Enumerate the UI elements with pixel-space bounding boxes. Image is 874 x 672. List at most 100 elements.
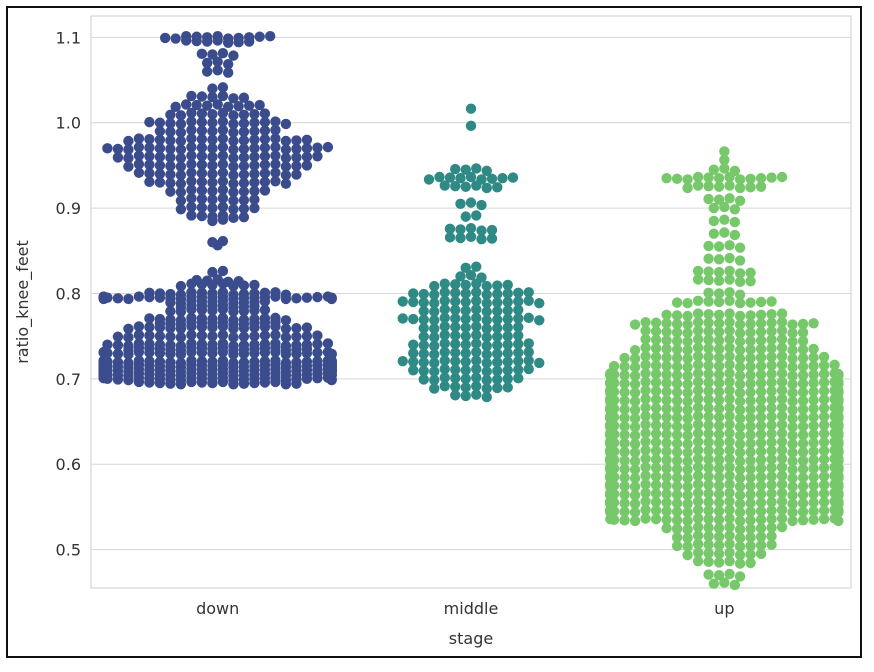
data-point-down [259, 159, 271, 171]
data-point-up [640, 325, 651, 336]
data-point-up [692, 453, 704, 464]
data-point-down [270, 167, 281, 178]
data-point-down [154, 177, 166, 188]
data-point-up [671, 506, 683, 517]
data-point-middle [492, 374, 503, 385]
data-point-up [797, 387, 809, 398]
data-point-middle [450, 355, 461, 367]
data-point-middle [455, 173, 466, 184]
y-tick-label: 0.7 [56, 370, 81, 389]
data-point-down [270, 159, 281, 170]
data-point-down [207, 160, 218, 171]
data-point-up [713, 296, 725, 308]
data-point-up [755, 173, 767, 184]
data-point-up [734, 447, 746, 458]
data-point-up [661, 394, 672, 406]
data-point-middle [418, 340, 429, 351]
data-point-up [766, 479, 777, 491]
data-point-up [724, 265, 735, 277]
data-point-down [186, 107, 197, 119]
data-point-up [703, 428, 714, 439]
data-point-up [808, 377, 819, 389]
data-point-down [259, 108, 271, 119]
data-point-up [734, 174, 746, 185]
data-point-up [745, 182, 756, 193]
data-point-middle [476, 225, 487, 236]
data-point-middle [465, 269, 477, 281]
data-point-up [629, 370, 641, 381]
data-point-up [708, 202, 720, 214]
data-point-up [734, 298, 746, 309]
data-point-up [703, 193, 714, 205]
data-point-down [238, 126, 250, 138]
data-point-up [734, 379, 746, 390]
data-point-up [818, 411, 830, 422]
data-point-up [745, 532, 756, 543]
data-point-up [650, 343, 662, 354]
data-point-down [196, 151, 208, 162]
data-point-down [217, 48, 229, 59]
data-point-up [745, 438, 756, 449]
data-point-down [259, 330, 271, 341]
data-point-down [217, 90, 229, 102]
data-point-middle [481, 280, 492, 292]
data-point-up [629, 319, 641, 330]
data-point-up [766, 394, 777, 405]
x-tick-label: middle [444, 599, 499, 618]
data-point-up [724, 538, 735, 550]
data-point-middle [450, 287, 461, 299]
data-point-down [243, 36, 255, 47]
data-point-up [724, 419, 735, 430]
data-point-middle [471, 210, 482, 221]
data-point-up [755, 412, 767, 423]
data-point-down [222, 58, 234, 70]
data-point-middle [408, 296, 419, 308]
data-point-down [259, 142, 271, 153]
data-point-middle [502, 288, 513, 299]
data-point-up [745, 549, 756, 560]
data-point-middle [439, 321, 450, 332]
data-point-up [661, 369, 672, 380]
data-point-up [776, 453, 788, 464]
data-point-down [291, 293, 302, 304]
data-point-up [833, 445, 844, 457]
data-point-up [797, 480, 809, 492]
data-point-up [671, 438, 683, 449]
data-point-up [640, 359, 651, 371]
data-point-up [808, 412, 819, 423]
data-point-down [217, 116, 229, 127]
data-point-up [629, 379, 641, 390]
data-point-middle [492, 297, 503, 308]
data-point-up [703, 539, 714, 550]
data-point-down [312, 347, 323, 358]
data-point-down [312, 373, 323, 384]
data-point-middle [423, 174, 435, 185]
data-point-up [766, 326, 777, 337]
data-point-up [776, 376, 788, 388]
data-point-up [755, 181, 767, 192]
data-point-up [703, 334, 714, 346]
data-point-middle [481, 182, 492, 194]
data-point-up [724, 521, 735, 533]
data-point-middle [439, 329, 450, 341]
data-point-down [180, 99, 192, 110]
data-point-up [833, 437, 844, 448]
data-point-down [217, 346, 229, 358]
data-point-up [818, 428, 830, 439]
data-point-middle [513, 330, 524, 341]
data-point-down [291, 323, 302, 334]
data-point-up [776, 402, 788, 413]
data-point-up [787, 362, 798, 373]
data-point-middle [455, 271, 466, 282]
data-point-down [144, 176, 155, 188]
data-point-middle [523, 287, 534, 298]
data-point-up [713, 241, 725, 252]
data-point-down [144, 142, 155, 153]
data-point-down [186, 90, 197, 102]
data-point-up [724, 462, 735, 473]
data-point-middle [460, 262, 471, 274]
data-point-middle [429, 349, 440, 360]
data-point-middle [429, 289, 440, 300]
data-point-up [692, 274, 704, 285]
data-point-down [207, 377, 218, 389]
